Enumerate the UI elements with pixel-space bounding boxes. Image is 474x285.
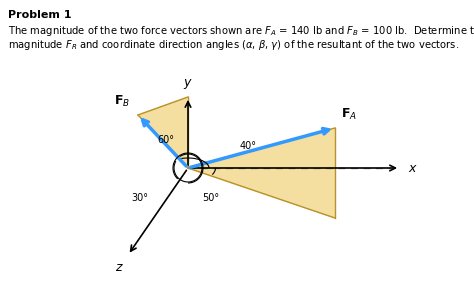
Text: $z$: $z$ xyxy=(115,261,124,274)
Text: $\mathbf{F}_B$: $\mathbf{F}_B$ xyxy=(114,94,130,109)
Text: 40°: 40° xyxy=(240,141,257,151)
Text: 60°: 60° xyxy=(157,135,174,145)
Text: 30°: 30° xyxy=(131,193,148,203)
Text: 50°: 50° xyxy=(202,193,219,203)
Text: The magnitude of the two force vectors shown are $F_A$ = 140 lb and $F_B$ = 100 : The magnitude of the two force vectors s… xyxy=(8,24,474,38)
Text: $x$: $x$ xyxy=(408,162,418,174)
Text: $\mathbf{F}_A$: $\mathbf{F}_A$ xyxy=(341,107,357,122)
Polygon shape xyxy=(138,97,188,168)
Text: Problem 1: Problem 1 xyxy=(8,10,72,20)
Polygon shape xyxy=(188,128,335,218)
Text: magnitude $F_R$ and coordinate direction angles ($\alpha$, $\beta$, $\gamma$) of: magnitude $F_R$ and coordinate direction… xyxy=(8,38,459,52)
Text: $y$: $y$ xyxy=(183,77,193,91)
